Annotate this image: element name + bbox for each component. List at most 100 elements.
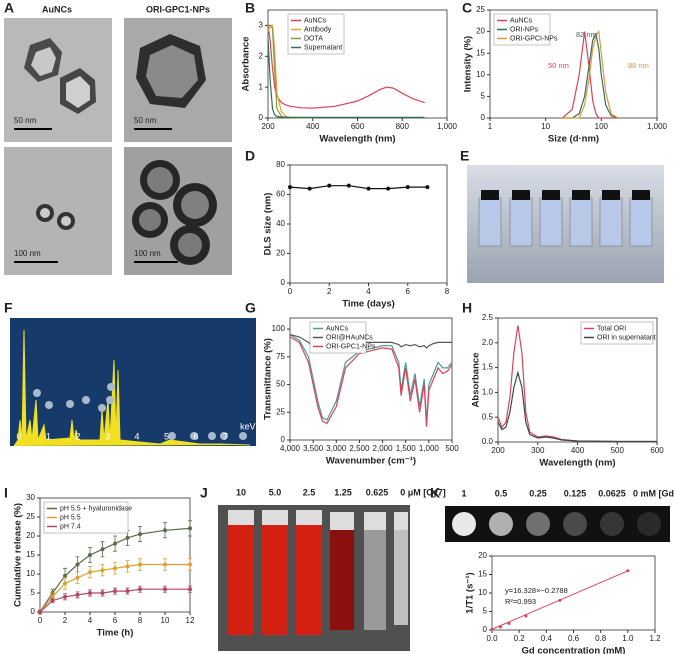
data-point [113,566,117,571]
x-tick-label: 2,000 [373,444,394,453]
x-tick-label: 1 [46,431,51,441]
legend-box [43,501,129,534]
y-tick-label: 3 [259,21,264,30]
panel-letter: G [245,300,256,316]
series-line [562,31,619,119]
data-point [405,185,410,190]
legend-label: ORI in supernatant [597,334,656,341]
x-tick-label: 0 [38,616,43,625]
concentration-label: 0.625 [366,487,389,497]
y-tick-label: 0 [31,607,36,616]
data-point [100,547,105,552]
data-point [50,598,55,603]
data-point [425,185,430,190]
legend-label: ORI@HAuNCs [326,334,373,341]
x-tick-label: 0.0 [486,634,498,643]
y-axis-label: Transmittance (%) [263,338,274,420]
x-tick-label: 8 [138,616,143,625]
x-tick-label: 2 [75,431,80,441]
x-axis-label: Wavelength (nm) [319,134,395,145]
panel-letter: B [245,0,255,16]
data-point [88,591,92,595]
x-tick-label: 300 [531,446,545,455]
scale-bar-label: 100 nm [14,249,41,258]
x-tick-label: 6 [193,431,198,441]
x-tick-label: 400 [571,446,585,455]
y-axis-label: Cumulative release (%) [13,503,24,607]
x-tick-label: 3 [105,431,110,441]
legend-label: Antibody [304,26,332,33]
y-tick-label: 40 [276,219,285,228]
x-axis-label: Wavenumber (cm⁻¹) [326,456,416,467]
scale-bar-label: 50 nm [14,116,37,125]
y-axis-label: 1/T1 (s⁻¹) [465,572,476,613]
y-tick-label: 30 [26,493,35,502]
data-point [63,581,67,586]
panel-letter: K [430,485,440,501]
y-tick-label: 1.5 [482,363,494,372]
tube-photo [218,505,410,651]
legend-label: DOTA [304,35,323,42]
concentration-label: 0 μM [Cy7] [400,487,446,497]
annotation: 88 nm [628,61,649,70]
y-tick-label: 25 [26,512,35,521]
panel-letter: E [460,148,469,164]
panel-letter: J [200,485,208,501]
data-point [38,610,42,614]
series-line [289,336,453,427]
legend-label: ORI-GPCI-NPs [510,35,558,42]
y-tick-label: 0.0 [482,437,494,446]
series-line [267,37,425,118]
data-point [100,568,105,573]
data-point [163,562,167,567]
panel-letter: A [4,0,14,16]
x-axis-label: Gd concentration (mM) [522,646,626,654]
series-line [289,185,428,190]
x-tick-label: 4,000 [280,444,301,453]
data-point [498,625,502,629]
x-tick-label: 12 [186,616,195,625]
y-tick-label: 10 [478,588,487,597]
y-tick-label: 0 [259,113,264,122]
series-line [562,29,619,119]
tem-images [4,18,232,275]
x-tick-label: 3,500 [303,444,324,453]
legend-label: pH 5.5 + hyaluronidase [60,505,132,512]
y-tick-label: 75 [276,352,285,361]
x-tick-label: 0 [16,431,21,441]
y-tick-label: 10 [476,70,485,79]
y-axis-label: Intensity (%) [463,36,474,92]
panel-letter: I [4,485,8,501]
legend-label: AuNCs [326,325,349,332]
annotation: 50 nm [548,61,569,70]
series-line [267,25,425,109]
annotation: 82 nm [576,30,597,39]
data-point [50,594,55,599]
x-tick-label: 100 [595,122,609,131]
concentration-label: 5.0 [269,487,282,497]
x-tick-label: 0.4 [541,634,553,643]
data-point [490,627,494,631]
x-tick-label: 500 [611,446,625,455]
y-tick-label: 5 [31,588,36,597]
legend-box [580,321,654,345]
panel-letter: C [462,0,472,16]
x-axis-label: Time (days) [342,299,395,310]
data-point [138,532,142,537]
data-point [366,186,371,191]
y-axis-label: DLS size (nm) [263,193,274,256]
x-axis-label: Size (d·nm) [548,134,599,145]
column-label: ORI-GPC1-NPs [146,4,210,14]
y-tick-label: 10 [26,569,35,578]
y-tick-label: 20 [478,551,487,560]
y-tick-label: 20 [276,249,285,258]
x-axis-label: Time (h) [97,628,134,639]
concentration-label: 1 [461,488,466,498]
data-point [626,569,630,573]
y-tick-label: 15 [26,550,35,559]
scale-bar-label: 50 nm [134,116,157,125]
y-tick-label: 5 [483,607,488,616]
y-tick-label: 60 [276,190,285,199]
y-tick-label: 0 [281,435,286,444]
